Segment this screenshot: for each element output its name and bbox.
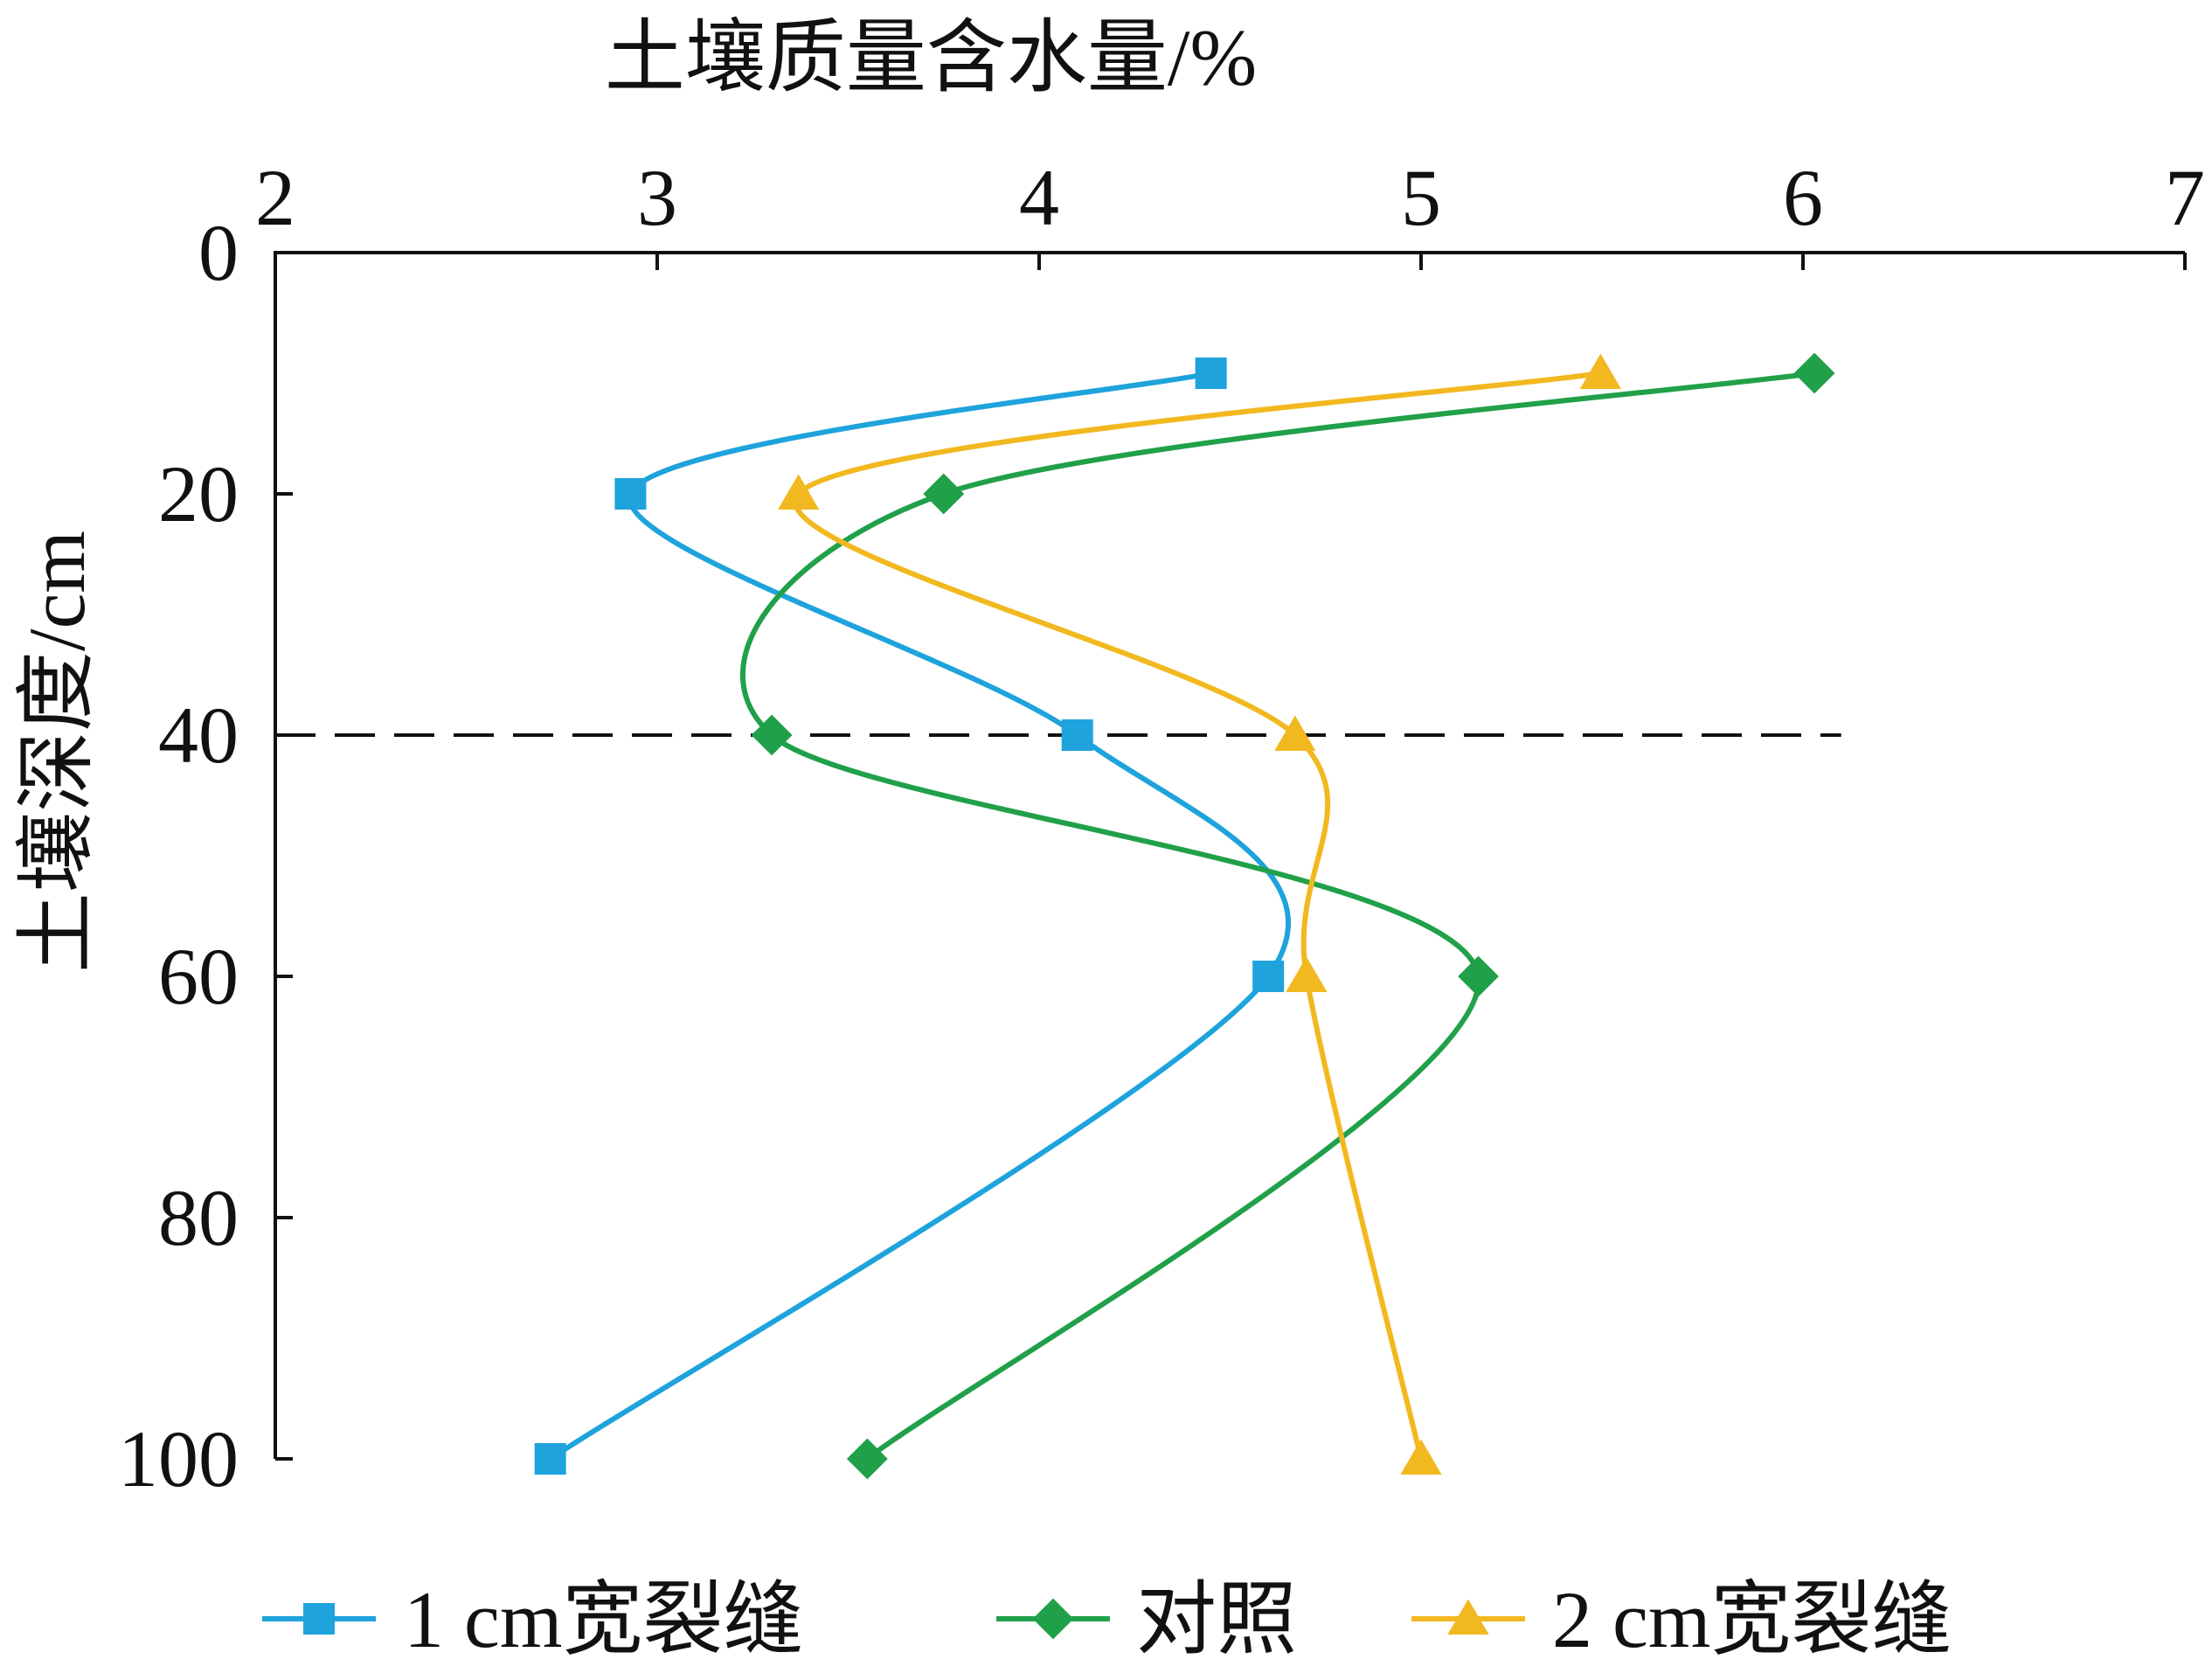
data-point [1458,955,1499,997]
data-point [778,474,820,510]
legend-label: 2 cm宽裂缝 [1552,1575,1952,1664]
series-line [740,371,1818,1461]
data-point [846,1438,888,1480]
y-tick-label: 60 [158,932,239,1021]
y-tick-label: 0 [198,208,239,297]
x-tick-label: 3 [637,153,677,242]
data-point [1061,719,1093,751]
x-tick-label: 6 [1783,153,1823,242]
y-axis-title: 土壤深度/cm [12,531,101,973]
y-tick-label: 40 [158,691,239,780]
x-tick-label: 4 [1019,153,1059,242]
data-point [534,1443,566,1475]
y-tick-label: 100 [118,1414,239,1503]
legend-label: 1 cm宽裂缝 [404,1575,803,1664]
data-point [1579,353,1622,389]
series-3 [778,353,1622,1475]
series-2 [740,352,1835,1480]
legend-marker [1447,1599,1489,1635]
legend-marker [1032,1598,1074,1640]
data-point [1252,961,1285,992]
axes: 2 3 4 5 6 7 0 20 40 60 80 100 [118,153,2205,1503]
legend: 1 cm宽裂缝 对照 2 cm宽裂缝 [262,1575,1952,1664]
data-point [1274,715,1316,751]
data-point [1286,956,1328,992]
data-point [751,714,793,756]
legend-item: 1 cm宽裂缝 [262,1575,803,1664]
series-1 [534,358,1292,1475]
x-axis-title: 土壤质量含水量/% [605,13,1257,102]
legend-marker [303,1603,335,1635]
series-line [793,371,1604,1461]
x-tick-label: 2 [255,153,295,242]
y-tick-label: 20 [158,449,239,538]
legend-label: 对照 [1136,1575,1297,1664]
data-point [1400,1439,1442,1475]
x-tick-label: 7 [2165,153,2205,242]
data-point [1793,352,1835,394]
x-tick-label: 5 [1401,153,1441,242]
series-layer [534,352,1835,1480]
legend-item: 对照 [996,1575,1297,1664]
legend-item: 2 cm宽裂缝 [1411,1575,1952,1664]
data-point [923,473,965,515]
data-point [1195,358,1227,389]
y-tick-label: 80 [158,1173,239,1262]
series-line [547,371,1292,1461]
data-point [614,478,647,510]
